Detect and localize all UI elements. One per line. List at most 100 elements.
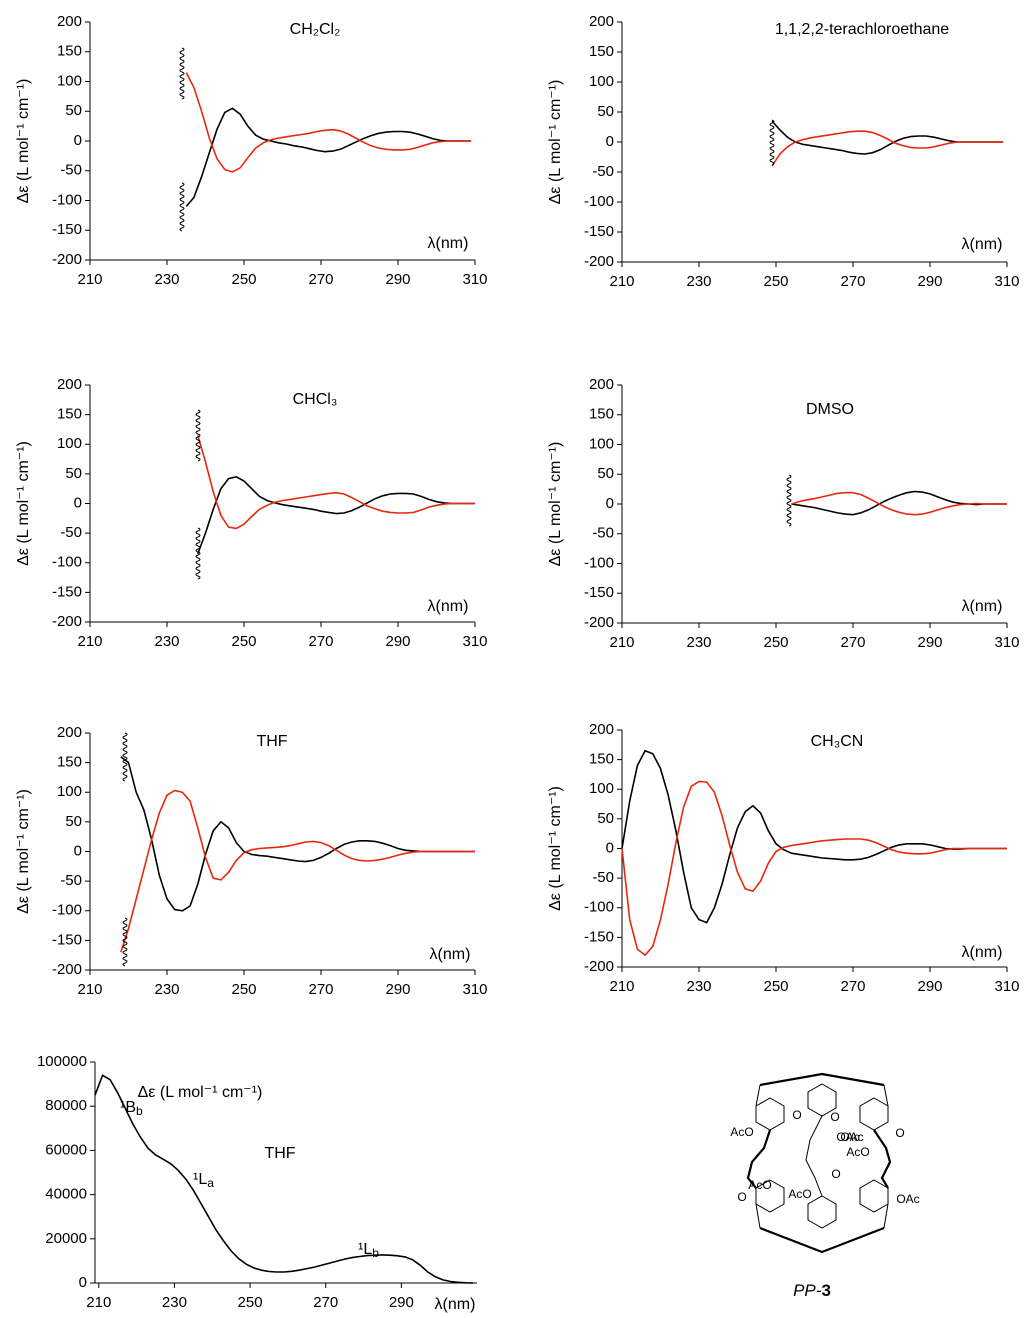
atom-label: O [895,1126,904,1140]
x-tick-label: 270 [840,634,865,651]
x-tick-label: 250 [763,634,788,651]
atom-label: AcO [730,1125,753,1139]
x-tick-label: 210 [609,978,634,995]
y-tick-label: 150 [57,406,82,423]
chart-panel: -200 -150 -100 -50 0 50 100 150 200 210 230 250 270 2… [547,721,1019,995]
atom-label: O [737,1190,746,1204]
y-tick-label: 200 [589,376,614,393]
chart-panel: -200 -150 -100 -50 0 50 100 150 200 210 230 250 270 2… [547,13,1019,290]
data-line [791,491,1007,516]
y-axis-label: Δε (L mol⁻¹ cm⁻¹) [547,80,564,205]
y-tick-label: 100 [57,435,82,452]
data-line [120,756,475,912]
x-tick-label: 310 [994,634,1019,651]
x-tick-label: 270 [308,271,333,288]
y-tick-label: 50 [597,103,614,120]
chart-title: DMSO [806,401,854,418]
y-tick-label: 50 [65,102,82,119]
y-tick-label: -100 [52,191,82,208]
y-tick-label: 100 [589,780,614,797]
data-line [621,749,1007,924]
molecule-drawing [746,1072,892,1254]
atom-label: OAc [896,1192,919,1206]
chart-title: 1,1,2,2-terachloroethane [775,21,949,38]
x-axis-label: λ(nm) [430,946,471,963]
atom-label: O [830,1110,839,1124]
chart-title: CH₃CN [811,733,864,750]
y-tick-label: 0 [74,494,82,511]
y-tick-label: -150 [52,931,82,948]
y-tick-label: -200 [52,961,82,978]
x-tick-label: 230 [162,1294,187,1311]
x-tick-label: 210 [77,981,102,998]
y-tick-label: -100 [52,554,82,571]
x-tick-label: 270 [840,273,865,290]
y-tick-label: 100 [589,73,614,90]
y-tick-label: -100 [52,902,82,919]
atom-label: AcO [748,1178,771,1192]
break-mark [195,409,201,462]
y-tick-label: 100 [57,72,82,89]
x-tick-label: 270 [840,978,865,995]
x-tick-label: 250 [763,978,788,995]
y-tick-label: 80000 [45,1097,87,1114]
y-tick-label: -200 [52,251,82,268]
x-tick-label: 230 [686,273,711,290]
atom-label: AcO [788,1187,811,1201]
x-tick-label: 310 [462,981,487,998]
chart-panel: -200 -150 -100 -50 0 50 100 150 200 210 230 250 270 2… [547,376,1019,651]
chart-panel: -200 -150 -100 -50 0 50 100 150 200 210 230 250 270 2… [15,724,487,998]
x-tick-label: 250 [763,273,788,290]
x-tick-label: 290 [385,981,410,998]
annotation-text: ¹B [120,1099,136,1116]
break-mark [179,47,185,100]
chart-panel: -200 -150 -100 -50 0 50 100 150 200 210 230 250 270 2… [15,13,487,288]
x-tick-label: 210 [86,1294,111,1311]
y-tick-label: 150 [589,43,614,60]
data-line [771,120,1004,155]
y-tick-label: 50 [597,810,614,827]
y-tick-label: 0 [606,133,614,150]
y-tick-label: 100 [57,783,82,800]
x-tick-label: 290 [917,273,942,290]
x-tick-label: 270 [308,981,333,998]
data-line [197,435,475,530]
atom-label: OAc [840,1130,863,1144]
y-tick-label: -100 [584,899,614,916]
break-mark [122,732,128,782]
y-axis-label: Δε (L mol⁻¹ cm⁻¹) [547,442,564,567]
y-axis-label: Δε (L mol⁻¹ cm⁻¹) [15,441,32,566]
data-line [771,130,1004,167]
y-tick-label: -200 [52,613,82,630]
y-tick-label: -150 [584,928,614,945]
y-tick-label: 0 [74,842,82,859]
x-axis-label: λ(nm) [962,598,1003,615]
x-tick-label: 230 [686,978,711,995]
x-axis-label: λ(nm) [435,1296,476,1313]
x-tick-label: 250 [231,271,256,288]
x-tick-label: 290 [389,1294,414,1311]
x-tick-label: 290 [385,633,410,650]
caption-prefix: PP- [793,1281,822,1300]
y-tick-label: 0 [606,839,614,856]
x-tick-label: 250 [231,633,256,650]
annotation: ¹Lb [358,1241,379,1260]
y-tick-label: -150 [584,584,614,601]
y-tick-label: -100 [584,554,614,571]
chart-panel: 0 20000 40000 60000 80000 100000 210 230 250 270 2… [37,1053,477,1313]
x-tick-label: 230 [154,633,179,650]
atom-label: AcO [846,1145,869,1159]
y-tick-label: 150 [57,754,82,771]
y-tick-label: -50 [592,869,614,886]
y-tick-label: 200 [589,721,614,738]
y-tick-label: 200 [57,724,82,741]
x-tick-label: 290 [385,271,410,288]
x-tick-label: 310 [462,271,487,288]
x-tick-label: 230 [154,981,179,998]
y-tick-label: -50 [60,872,82,889]
annotation-subscript: b [372,1246,379,1260]
structure-caption: PP-3 [793,1281,831,1300]
x-tick-label: 230 [154,271,179,288]
x-tick-label: 310 [994,978,1019,995]
y-tick-label: -150 [52,583,82,600]
